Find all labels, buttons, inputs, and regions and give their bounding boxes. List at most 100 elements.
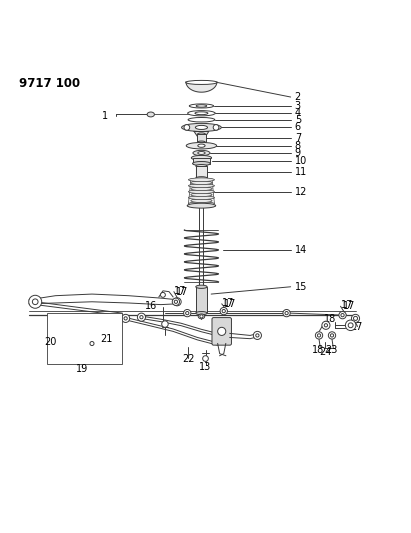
Circle shape [222, 310, 225, 313]
Text: 7: 7 [295, 133, 301, 143]
Polygon shape [186, 82, 217, 92]
Ellipse shape [191, 199, 212, 203]
Circle shape [213, 125, 219, 130]
Ellipse shape [189, 190, 215, 193]
Circle shape [186, 311, 189, 315]
Ellipse shape [198, 314, 205, 319]
Ellipse shape [147, 112, 155, 117]
Circle shape [341, 313, 344, 317]
Ellipse shape [189, 196, 215, 199]
Text: 17: 17 [222, 298, 234, 308]
Text: 15: 15 [295, 282, 307, 292]
FancyBboxPatch shape [196, 287, 207, 313]
Circle shape [140, 316, 143, 319]
Text: 24: 24 [319, 348, 331, 358]
Polygon shape [194, 132, 209, 136]
Circle shape [174, 300, 178, 303]
Circle shape [122, 314, 130, 322]
Text: 17: 17 [176, 287, 188, 297]
Circle shape [283, 310, 290, 317]
Circle shape [124, 317, 127, 320]
Circle shape [324, 324, 328, 327]
FancyBboxPatch shape [196, 166, 207, 178]
Text: 9717 100: 9717 100 [19, 77, 80, 90]
Ellipse shape [188, 111, 215, 116]
Ellipse shape [189, 178, 215, 182]
Ellipse shape [191, 156, 212, 160]
Circle shape [137, 313, 145, 321]
Text: 23: 23 [325, 345, 337, 354]
Circle shape [256, 334, 259, 337]
Circle shape [184, 125, 190, 130]
Circle shape [339, 311, 346, 319]
Text: 21: 21 [100, 334, 113, 344]
Ellipse shape [191, 181, 212, 184]
Circle shape [90, 342, 94, 345]
Text: 10: 10 [295, 156, 307, 166]
Circle shape [351, 314, 360, 322]
Circle shape [162, 321, 168, 327]
Ellipse shape [191, 187, 212, 190]
Ellipse shape [186, 142, 217, 149]
Circle shape [200, 315, 203, 318]
Circle shape [317, 334, 321, 337]
Ellipse shape [197, 133, 206, 136]
Ellipse shape [193, 150, 210, 156]
Ellipse shape [182, 123, 221, 132]
FancyBboxPatch shape [46, 313, 122, 364]
Ellipse shape [196, 177, 207, 180]
Text: 18: 18 [324, 314, 337, 324]
Ellipse shape [196, 285, 207, 288]
Circle shape [203, 356, 208, 361]
Ellipse shape [196, 104, 207, 107]
Circle shape [353, 317, 358, 320]
Ellipse shape [186, 80, 217, 84]
Circle shape [172, 298, 180, 305]
Text: 2: 2 [295, 92, 301, 102]
Text: 16: 16 [145, 301, 158, 311]
Ellipse shape [189, 202, 215, 206]
Ellipse shape [189, 104, 214, 108]
FancyBboxPatch shape [212, 318, 231, 345]
Text: 12: 12 [295, 187, 307, 197]
Ellipse shape [197, 141, 206, 144]
Text: 17: 17 [174, 286, 186, 296]
Circle shape [253, 332, 261, 340]
Text: 11: 11 [295, 167, 307, 177]
Text: 14: 14 [295, 245, 307, 255]
Ellipse shape [192, 161, 210, 166]
Circle shape [330, 334, 334, 337]
Ellipse shape [198, 151, 205, 155]
Text: 3: 3 [295, 101, 301, 111]
FancyBboxPatch shape [192, 158, 210, 164]
Text: 17: 17 [351, 322, 363, 332]
Text: 5: 5 [295, 115, 301, 125]
Circle shape [161, 293, 165, 297]
Text: 8: 8 [295, 141, 301, 151]
Ellipse shape [195, 112, 208, 115]
Ellipse shape [196, 311, 207, 315]
Circle shape [173, 298, 181, 306]
Text: 6: 6 [295, 123, 301, 132]
Text: 13: 13 [199, 362, 212, 372]
Circle shape [175, 300, 179, 303]
Circle shape [345, 320, 356, 330]
Ellipse shape [198, 144, 205, 147]
Text: 20: 20 [44, 336, 56, 346]
FancyBboxPatch shape [197, 134, 206, 142]
Ellipse shape [189, 184, 215, 188]
Ellipse shape [195, 125, 208, 130]
Ellipse shape [188, 117, 215, 122]
Circle shape [218, 327, 226, 335]
Circle shape [184, 310, 191, 317]
Text: 18: 18 [312, 345, 324, 354]
Circle shape [285, 311, 288, 315]
Circle shape [322, 321, 330, 329]
Text: 17: 17 [340, 300, 353, 310]
Circle shape [220, 308, 227, 315]
Circle shape [32, 299, 38, 305]
Ellipse shape [196, 165, 207, 167]
Circle shape [315, 332, 323, 339]
Circle shape [328, 332, 336, 339]
Text: 22: 22 [182, 354, 194, 364]
